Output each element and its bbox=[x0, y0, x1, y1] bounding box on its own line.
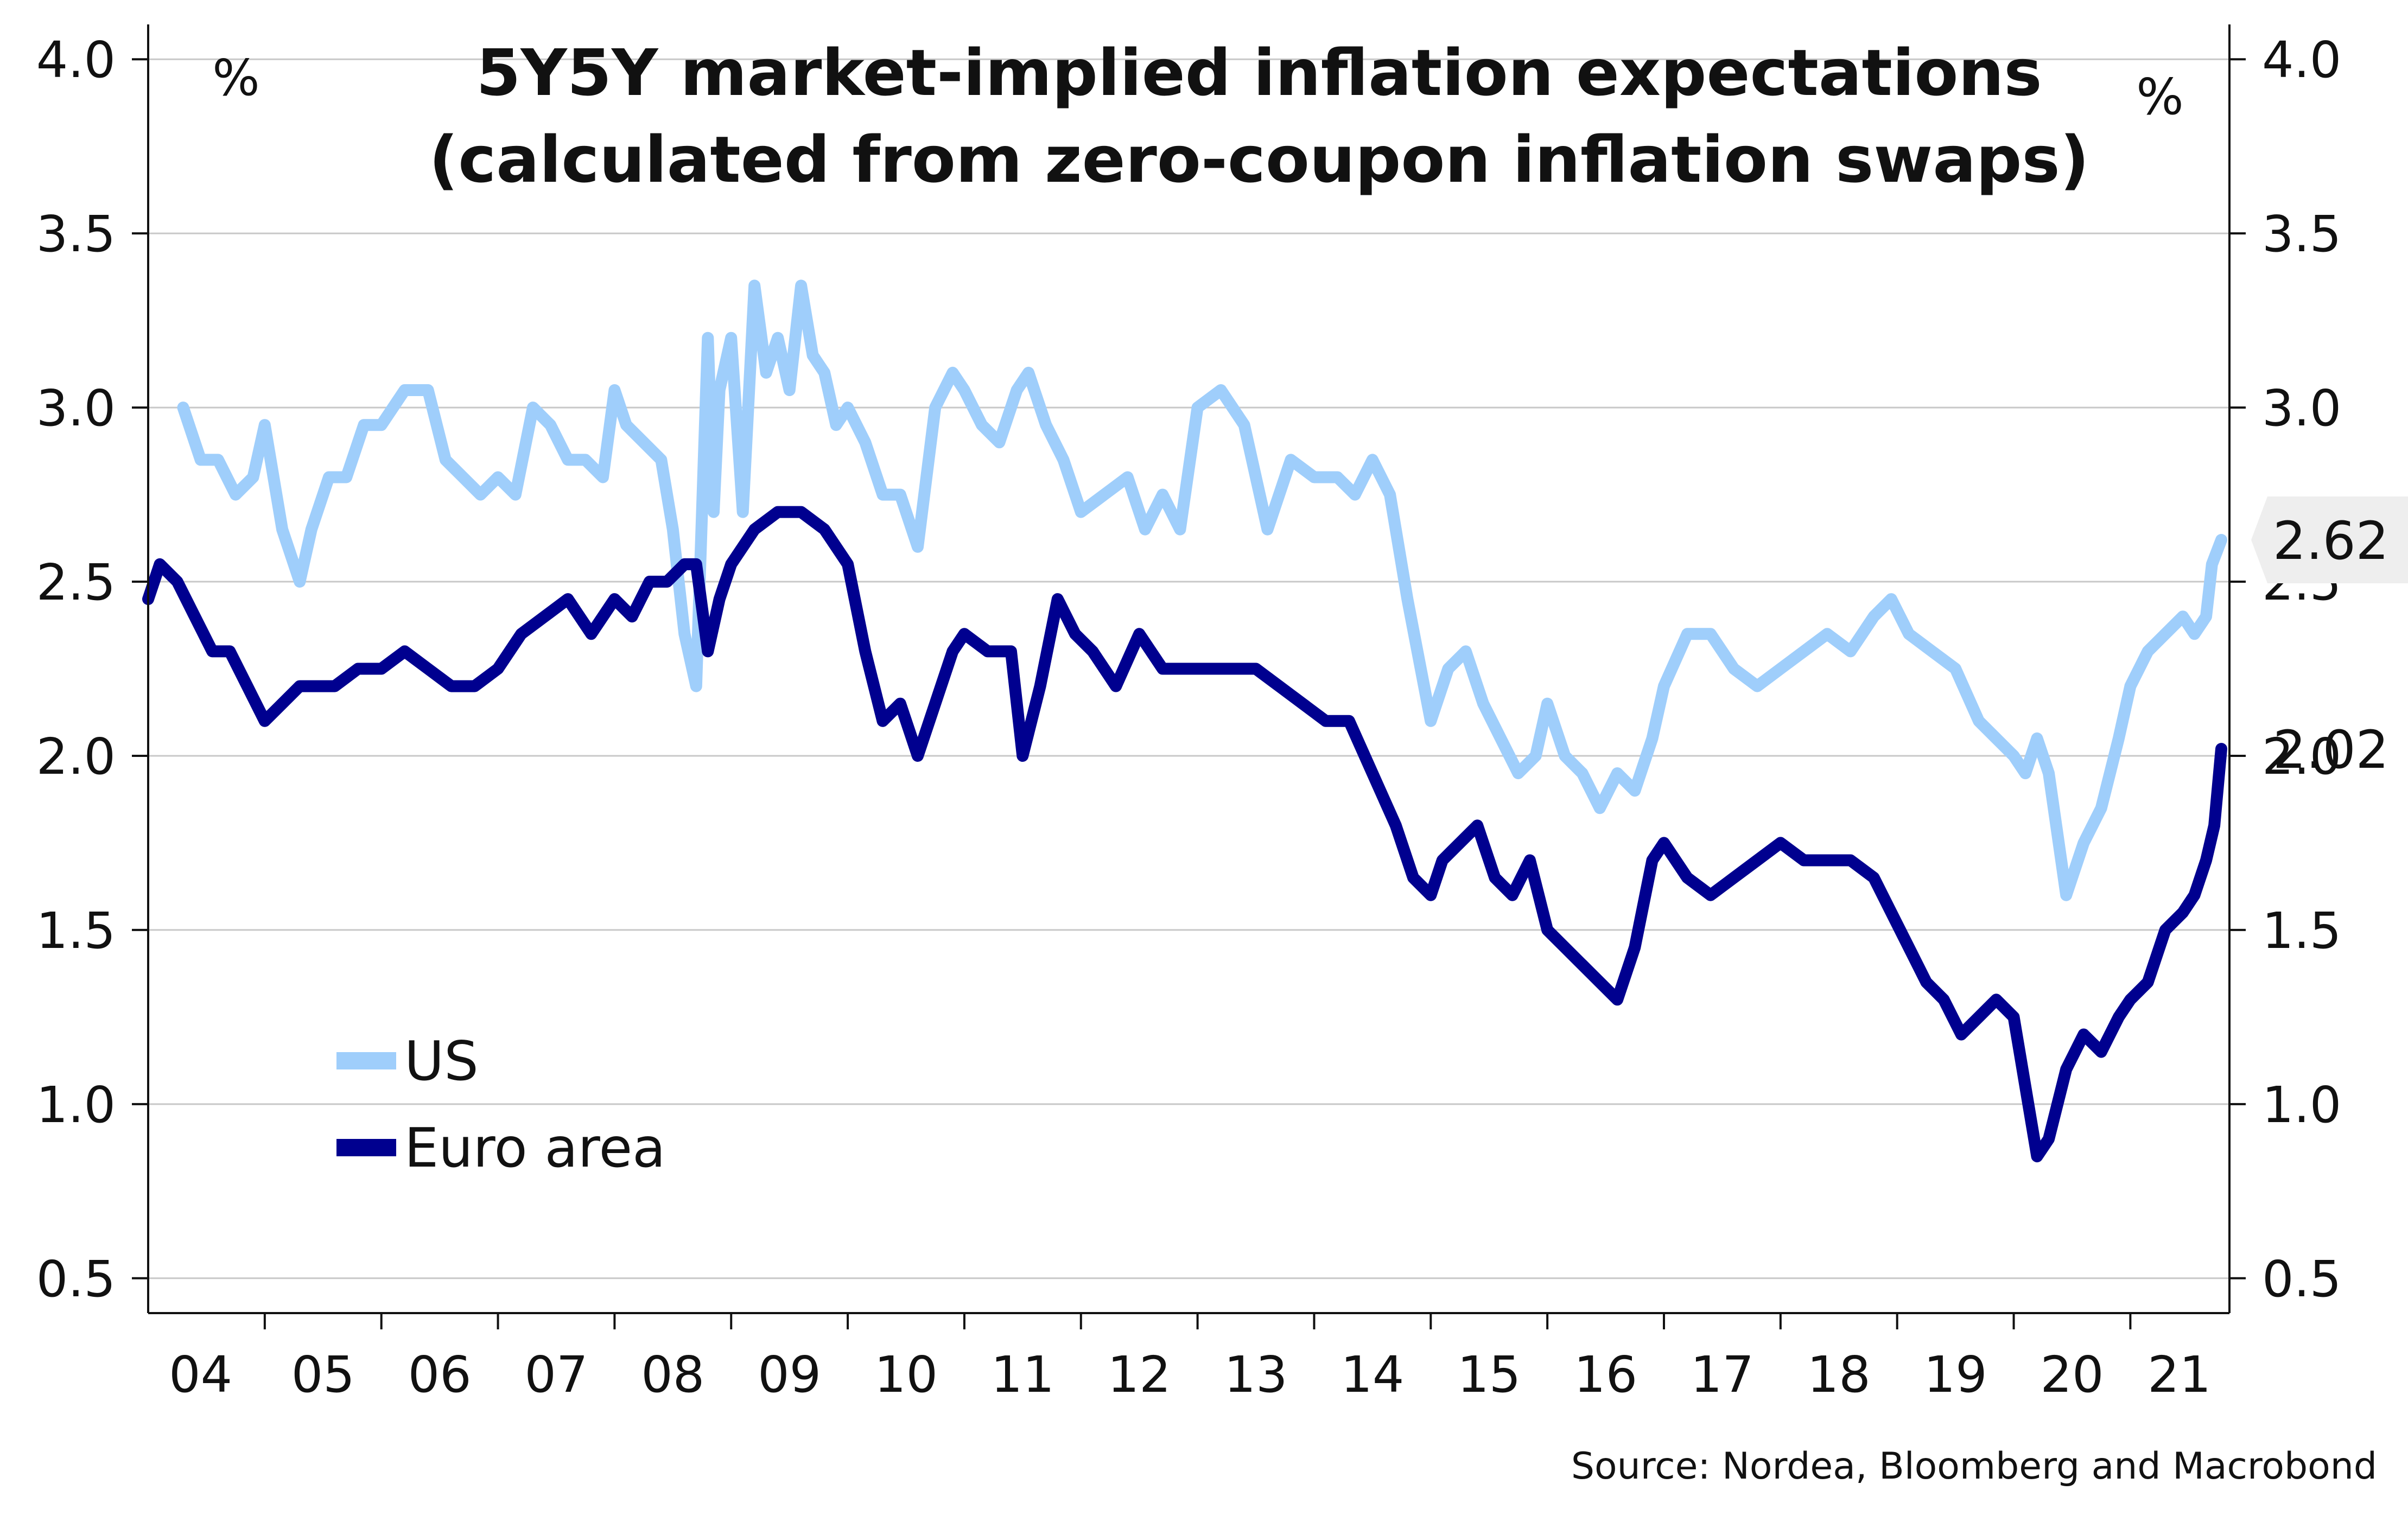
left-tick-label: 3.5 bbox=[36, 205, 116, 263]
x-tick-label: 04 bbox=[169, 1346, 232, 1404]
axis-labels: 0.50.51.01.01.51.52.02.02.52.53.03.03.53… bbox=[36, 31, 2408, 1404]
x-tick-label: 06 bbox=[408, 1346, 472, 1404]
x-tick-label: 20 bbox=[2040, 1346, 2104, 1404]
source-note: Source: Nordea, Bloomberg and Macrobond bbox=[1571, 1445, 2377, 1488]
left-tick-label: 4.0 bbox=[36, 31, 116, 89]
left-axis-unit: % bbox=[212, 49, 259, 107]
right-tick-label: 0.5 bbox=[2262, 1250, 2341, 1308]
right-axis-unit: % bbox=[2136, 68, 2183, 126]
x-tick-label: 09 bbox=[758, 1346, 821, 1404]
last-value-us: 2.62 bbox=[2251, 496, 2408, 583]
chart-title-line1: 5Y5Y market-implied inflation expectatio… bbox=[476, 35, 2042, 110]
left-tick-label: 1.0 bbox=[36, 1076, 116, 1134]
last-value-label: 2.02 bbox=[2273, 719, 2389, 780]
x-tick-label: 19 bbox=[1924, 1346, 1987, 1404]
x-tick-label: 21 bbox=[2147, 1346, 2211, 1404]
x-tick-label: 15 bbox=[1457, 1346, 1521, 1404]
legend-label-euro-area: Euro area bbox=[404, 1116, 665, 1180]
left-tick-label: 1.5 bbox=[36, 902, 116, 960]
x-tick-label: 14 bbox=[1340, 1346, 1404, 1404]
last-value-label: 2.62 bbox=[2273, 511, 2389, 571]
x-tick-label: 05 bbox=[291, 1346, 355, 1404]
series-line-euro-area bbox=[142, 506, 2227, 1163]
x-tick-label: 17 bbox=[1691, 1346, 1754, 1404]
left-tick-label: 2.5 bbox=[36, 553, 116, 612]
gridlines bbox=[148, 58, 2229, 1279]
legend: US Euro area bbox=[336, 1029, 665, 1180]
right-tick-label: 3.0 bbox=[2262, 379, 2341, 437]
x-tick-label: 18 bbox=[1807, 1346, 1871, 1404]
axes bbox=[132, 24, 2246, 1329]
x-tick-label: 16 bbox=[1574, 1346, 1637, 1404]
x-tick-label: 10 bbox=[874, 1346, 938, 1404]
right-tick-label: 3.5 bbox=[2262, 205, 2341, 263]
series-line-us bbox=[177, 279, 2227, 901]
chart-title-line2: (calculated from zero-coupon inflation s… bbox=[429, 122, 2089, 197]
x-tick-label: 13 bbox=[1224, 1346, 1287, 1404]
last-value-euro-area: 2.02 bbox=[2273, 719, 2389, 780]
x-tick-label: 08 bbox=[641, 1346, 704, 1404]
legend-label-us: US bbox=[404, 1029, 479, 1093]
left-tick-label: 2.0 bbox=[36, 728, 116, 786]
x-tick-label: 07 bbox=[524, 1346, 588, 1404]
left-tick-label: 0.5 bbox=[36, 1250, 116, 1308]
right-tick-label: 1.0 bbox=[2262, 1076, 2341, 1134]
chart-title: 5Y5Y market-implied inflation expectatio… bbox=[429, 35, 2089, 197]
series-lines bbox=[142, 279, 2227, 1163]
x-tick-label: 11 bbox=[991, 1346, 1054, 1404]
left-tick-label: 3.0 bbox=[36, 379, 116, 437]
right-tick-label: 2.0 bbox=[2262, 728, 2341, 786]
last-value-badge bbox=[2251, 496, 2408, 583]
x-tick-label: 12 bbox=[1108, 1346, 1171, 1404]
right-tick-label: 1.5 bbox=[2262, 902, 2341, 960]
right-tick-label: 4.0 bbox=[2262, 31, 2341, 89]
